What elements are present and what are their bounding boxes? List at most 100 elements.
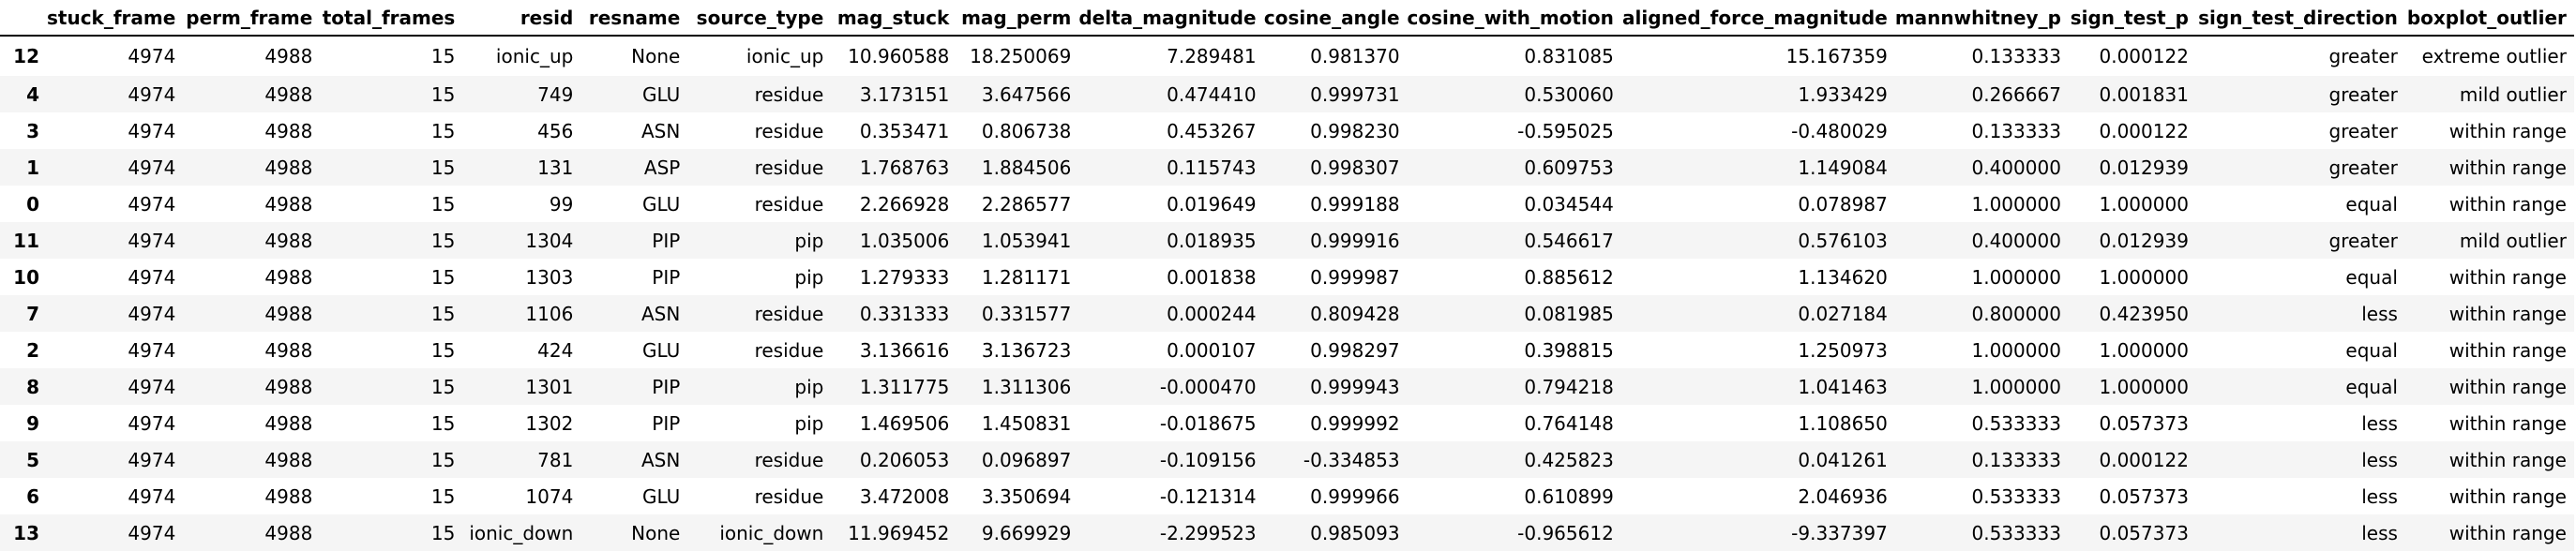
table-cell: ASN	[640, 302, 681, 325]
table-cell: 0.115743	[1167, 156, 1257, 179]
table-cell: 1.281171	[981, 265, 1072, 289]
index-header	[0, 0, 47, 37]
table-cell: GLU	[642, 338, 681, 362]
row-index: 1	[26, 156, 39, 179]
table-cell: 0.000122	[2099, 119, 2189, 142]
table-cell: greater	[2328, 82, 2398, 106]
table-row: 0 4974 4988 15 99 GLU residue 2.266928 2.286577 0…	[0, 186, 2574, 222]
column-header: boxplot_outlier	[2404, 0, 2574, 37]
table-cell: 4974	[128, 119, 176, 142]
table-cell: 4988	[264, 82, 313, 106]
table-cell: 0.353471	[859, 119, 950, 142]
table-cell: ionic_up	[746, 45, 824, 67]
table-cell: 4988	[264, 45, 313, 67]
table-cell: greater	[2328, 229, 2398, 252]
table-cell: within range	[2448, 192, 2567, 216]
table-cell: 4974	[128, 375, 176, 398]
table-cell: 1.053941	[981, 229, 1072, 252]
table-cell: 9.669929	[981, 521, 1072, 544]
table-cell: 15	[430, 302, 456, 325]
table-cell: -0.121314	[1159, 484, 1257, 508]
table-cell: 0.001831	[2099, 82, 2189, 106]
table-cell: 15	[430, 411, 456, 435]
table-cell: 1.311306	[981, 375, 1072, 398]
table-cell: 0.398815	[1524, 338, 1614, 362]
table-cell: ionic_down	[469, 521, 574, 544]
table-row: 13 4974 4988 15 ionic_down None ionic_down 11.9…	[0, 514, 2574, 551]
table-cell: 0.999943	[1310, 375, 1400, 398]
table-cell: 0.546617	[1524, 229, 1614, 252]
row-index: 10	[13, 265, 39, 289]
table-cell: 0.999916	[1310, 229, 1400, 252]
table-cell: 1.000000	[1971, 375, 2061, 398]
table-cell: 0.000244	[1167, 302, 1257, 325]
table-cell: 0.453267	[1167, 119, 1257, 142]
table-cell: pip	[794, 229, 824, 252]
row-index: 12	[13, 45, 39, 67]
table-cell: 0.800000	[1971, 302, 2061, 325]
table-cell: 4974	[128, 156, 176, 179]
table-cell: -0.109156	[1159, 448, 1257, 471]
table-cell: -0.018675	[1159, 411, 1257, 435]
table-cell: 1.933429	[1798, 82, 1888, 106]
row-index: 5	[26, 448, 39, 471]
table-cell: less	[2361, 411, 2398, 435]
table-cell: 0.981370	[1310, 45, 1400, 67]
table-cell: 0.331577	[981, 302, 1072, 325]
table-cell: 0.809428	[1310, 302, 1400, 325]
table-cell: 1302	[525, 411, 574, 435]
table-cell: 1.041463	[1798, 375, 1888, 398]
table-cell: 4974	[128, 521, 176, 544]
table-cell: 1303	[525, 265, 574, 289]
table-cell: 0.998297	[1310, 338, 1400, 362]
table-cell: None	[631, 521, 681, 544]
row-index: 13	[13, 521, 39, 544]
column-header: mag_stuck	[831, 0, 957, 37]
table-cell: residue	[754, 448, 824, 471]
table-cell: 15	[430, 484, 456, 508]
table-cell: 1.279333	[859, 265, 950, 289]
table-cell: 0.831085	[1524, 45, 1614, 67]
table-cell: 0.610899	[1524, 484, 1614, 508]
table-cell: less	[2361, 484, 2398, 508]
table-cell: equal	[2345, 192, 2398, 216]
table-cell: -9.337397	[1791, 521, 1888, 544]
table-cell: residue	[754, 484, 824, 508]
table-cell: less	[2361, 521, 2398, 544]
table-cell: equal	[2345, 338, 2398, 362]
table-cell: mild outlier	[2459, 229, 2567, 252]
table-cell: 15	[430, 265, 456, 289]
table-cell: 0.057373	[2099, 411, 2189, 435]
table-cell: 15.167359	[1785, 45, 1888, 67]
table-cell: 0.096897	[981, 448, 1072, 471]
row-index: 9	[26, 411, 39, 435]
table-cell: 7.289481	[1167, 45, 1257, 67]
table-cell: 0.533333	[1971, 521, 2061, 544]
table-row: 12 4974 4988 15 ionic_up None ionic_up 10.96058…	[0, 36, 2574, 76]
table-cell: 0.000107	[1167, 338, 1257, 362]
table-cell: 0.012939	[2099, 156, 2189, 179]
table-cell: 1.250973	[1798, 338, 1888, 362]
table-cell: 1.134620	[1798, 265, 1888, 289]
column-header: resid	[462, 0, 581, 37]
table-cell: 0.018935	[1167, 229, 1257, 252]
table-cell: 131	[537, 156, 574, 179]
table-cell: greater	[2328, 45, 2398, 67]
table-cell: ASP	[643, 156, 681, 179]
row-index: 7	[26, 302, 39, 325]
table-row: 7 4974 4988 15 1106 ASN residue 0.331333 0.33157…	[0, 295, 2574, 332]
table-cell: residue	[754, 338, 824, 362]
table-cell: ionic_up	[495, 45, 574, 67]
table-cell: 0.133333	[1971, 45, 2061, 67]
table-row: 4 4974 4988 15 749 GLU residue 3.173151 3.647566…	[0, 76, 2574, 112]
table-cell: pip	[794, 375, 824, 398]
table-cell: 4988	[264, 156, 313, 179]
table-cell: 1106	[525, 302, 574, 325]
table-cell: within range	[2448, 375, 2567, 398]
table-cell: 0.041261	[1798, 448, 1888, 471]
column-header: total_frames	[320, 0, 463, 37]
table-cell: None	[631, 45, 681, 67]
table-cell: GLU	[642, 82, 681, 106]
column-header: mag_perm	[957, 0, 1079, 37]
column-header: perm_frame	[183, 0, 321, 37]
